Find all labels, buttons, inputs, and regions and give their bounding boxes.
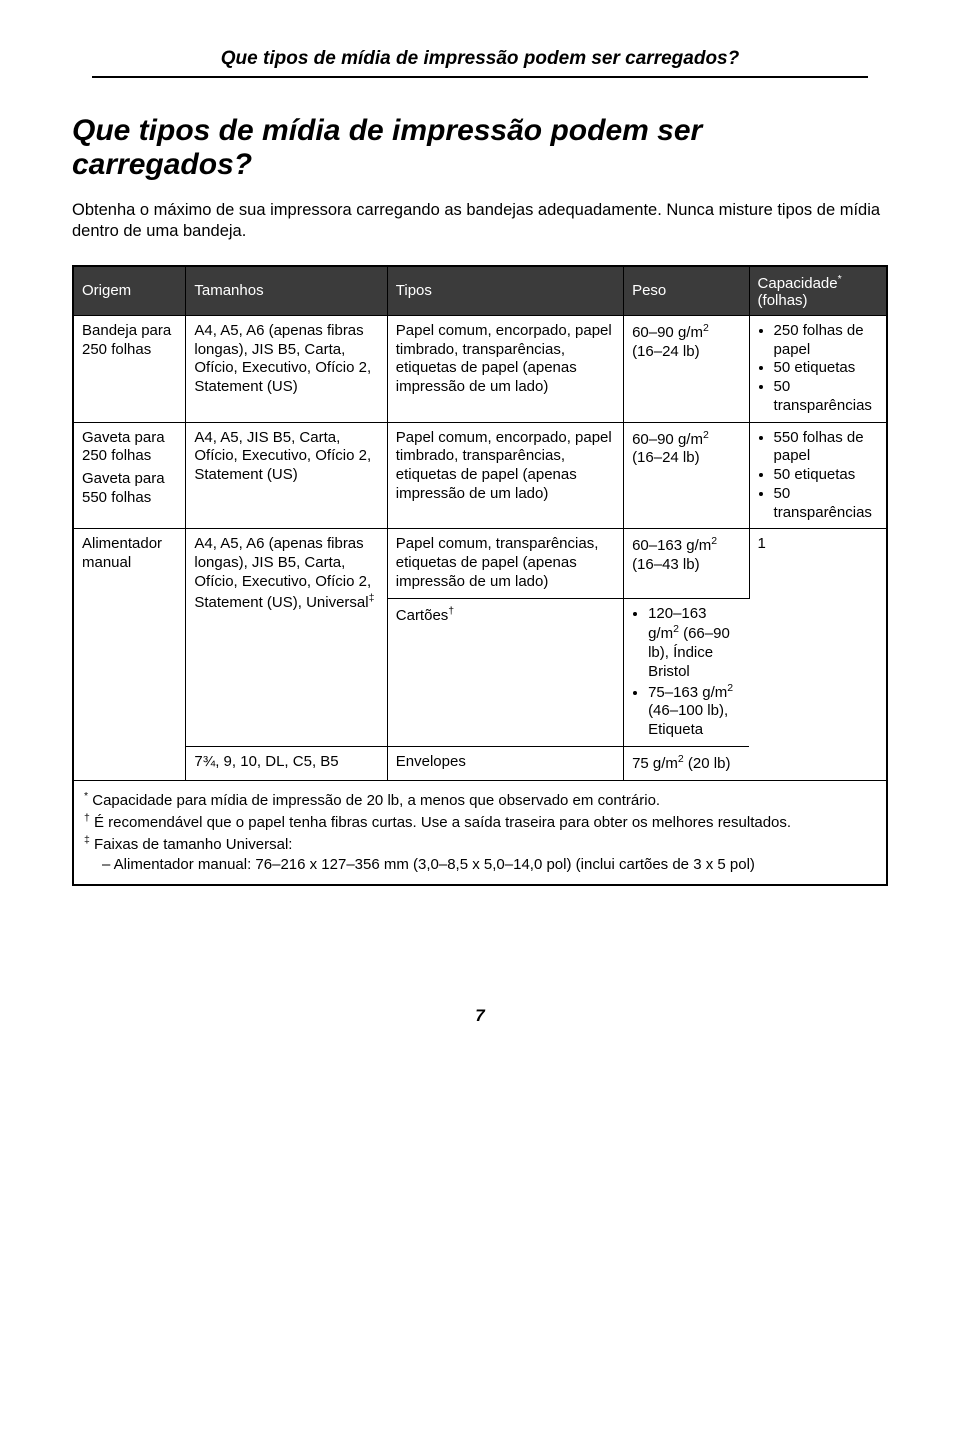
cap-label: Capacidade <box>758 275 838 292</box>
tipos-sup: † <box>448 605 454 617</box>
cell-peso: 120–163 g/m2 (66–90 lb), Índice Bristol … <box>624 598 749 746</box>
table-notes-row: * Capacidade para mídia de impressão de … <box>73 780 887 885</box>
cell-tamanhos: 7¾, 9, 10, DL, C5, B5 <box>186 746 387 780</box>
cell-tipos: Papel comum, encorpado, papel timbrado, … <box>387 422 623 529</box>
peso-sup: 2 <box>703 429 709 441</box>
running-head: Que tipos de mídia de impressão podem se… <box>72 48 888 70</box>
cell-peso: 60–90 g/m2 (16–24 lb) <box>624 422 749 529</box>
col-tamanhos: Tamanhos <box>186 266 387 316</box>
cell-cap: 250 folhas de papel 50 etiquetas 50 tran… <box>749 315 887 422</box>
page-number: 7 <box>72 1006 888 1026</box>
cell-cap: 550 folhas de papel 50 etiquetas 50 tran… <box>749 422 887 529</box>
note-3-detail: – Alimentador manual: 76–216 x 127–356 m… <box>84 855 876 875</box>
peso-item: 75–163 g/m2 (46–100 lb), Etiqueta <box>648 682 741 740</box>
cell-origem: Alimentador manual <box>73 529 186 780</box>
lead-paragraph: Obtenha o máximo de sua impressora carre… <box>72 200 888 243</box>
table-row: Gaveta para 250 folhas Gaveta para 550 f… <box>73 422 887 529</box>
peso-lb: (16–24 lb) <box>632 343 700 360</box>
peso-sup: 2 <box>703 322 709 334</box>
peso-value: 60–90 g/m <box>632 324 703 341</box>
cell-peso: 75 g/m2 (20 lb) <box>624 746 749 780</box>
cell-peso: 60–90 g/m2 (16–24 lb) <box>624 315 749 422</box>
cap-item: 50 etiquetas <box>774 466 878 485</box>
note-1: * Capacidade para mídia de impressão de … <box>84 789 876 811</box>
cell-tipos: Envelopes <box>387 746 623 780</box>
cell-tamanhos: A4, A5, JIS B5, Carta, Ofício, Executivo… <box>186 422 387 529</box>
cell-tamanhos: A4, A5, A6 (apenas fibras longas), JIS B… <box>186 529 387 747</box>
cell-cap: 1 <box>749 529 887 780</box>
peso-lb: (16–43 lb) <box>632 556 700 573</box>
peso-value: 75–163 g/m <box>648 684 727 701</box>
peso-sup: 2 <box>711 535 717 547</box>
peso-lb: (20 lb) <box>684 755 731 772</box>
cap-item: 550 folhas de papel <box>774 429 878 467</box>
cell-peso: 60–163 g/m2 (16–43 lb) <box>624 529 749 598</box>
col-capacidade: Capacidade* (folhas) <box>749 266 887 316</box>
cell-tipos: Papel comum, encorpado, papel timbrado, … <box>387 315 623 422</box>
tamanhos-text: A4, A5, A6 (apenas fibras longas), JIS B… <box>194 535 371 610</box>
cell-origem: Bandeja para 250 folhas <box>73 315 186 422</box>
note-3: ‡ Faixas de tamanho Universal: <box>84 833 876 855</box>
cap-item: 50 transparências <box>774 378 878 416</box>
media-table: Origem Tamanhos Tipos Peso Capacidade* (… <box>72 265 888 886</box>
table-row: Alimentador manual A4, A5, A6 (apenas fi… <box>73 529 887 598</box>
note-3-text: Faixas de tamanho Universal: <box>90 836 293 853</box>
tipos-text: Cartões <box>396 607 449 624</box>
cell-origem: Gaveta para 250 folhas Gaveta para 550 f… <box>73 422 186 529</box>
table-row: Bandeja para 250 folhas A4, A5, A6 (apen… <box>73 315 887 422</box>
col-origem: Origem <box>73 266 186 316</box>
cell-tipos: Papel comum, transparências, etiquetas d… <box>387 529 623 598</box>
peso-value: 60–163 g/m <box>632 537 711 554</box>
cell-tamanhos: A4, A5, A6 (apenas fibras longas), JIS B… <box>186 315 387 422</box>
tamanhos-sup: ‡ <box>369 592 375 604</box>
peso-item: 120–163 g/m2 (66–90 lb), Índice Bristol <box>648 605 741 682</box>
cap-item: 50 etiquetas <box>774 359 878 378</box>
note-2: † É recomendável que o papel tenha fibra… <box>84 811 876 833</box>
cap-item: 50 transparências <box>774 485 878 523</box>
header-rule <box>92 76 868 78</box>
note-2-text: É recomendável que o papel tenha fibras … <box>90 814 791 831</box>
notes-cell: * Capacidade para mídia de impressão de … <box>73 780 887 885</box>
peso-lb: (46–100 lb), Etiqueta <box>648 702 728 738</box>
peso-value: 75 g/m <box>632 755 678 772</box>
origem-a: Gaveta para 250 folhas <box>82 429 177 467</box>
peso-lb: (16–24 lb) <box>632 449 700 466</box>
col-peso: Peso <box>624 266 749 316</box>
note-1-text: Capacidade para mídia de impressão de 20… <box>88 792 660 809</box>
page-title: Que tipos de mídia de impressão podem se… <box>72 114 888 182</box>
cap-label-post: (folhas) <box>758 292 808 309</box>
cap-sup: * <box>838 273 842 285</box>
origem-b: Gaveta para 550 folhas <box>82 470 177 508</box>
col-tipos: Tipos <box>387 266 623 316</box>
table-header-row: Origem Tamanhos Tipos Peso Capacidade* (… <box>73 266 887 316</box>
peso-sup: 2 <box>727 682 733 694</box>
cap-item: 250 folhas de papel <box>774 322 878 360</box>
cell-tipos: Cartões† <box>387 598 623 746</box>
peso-value: 60–90 g/m <box>632 431 703 448</box>
